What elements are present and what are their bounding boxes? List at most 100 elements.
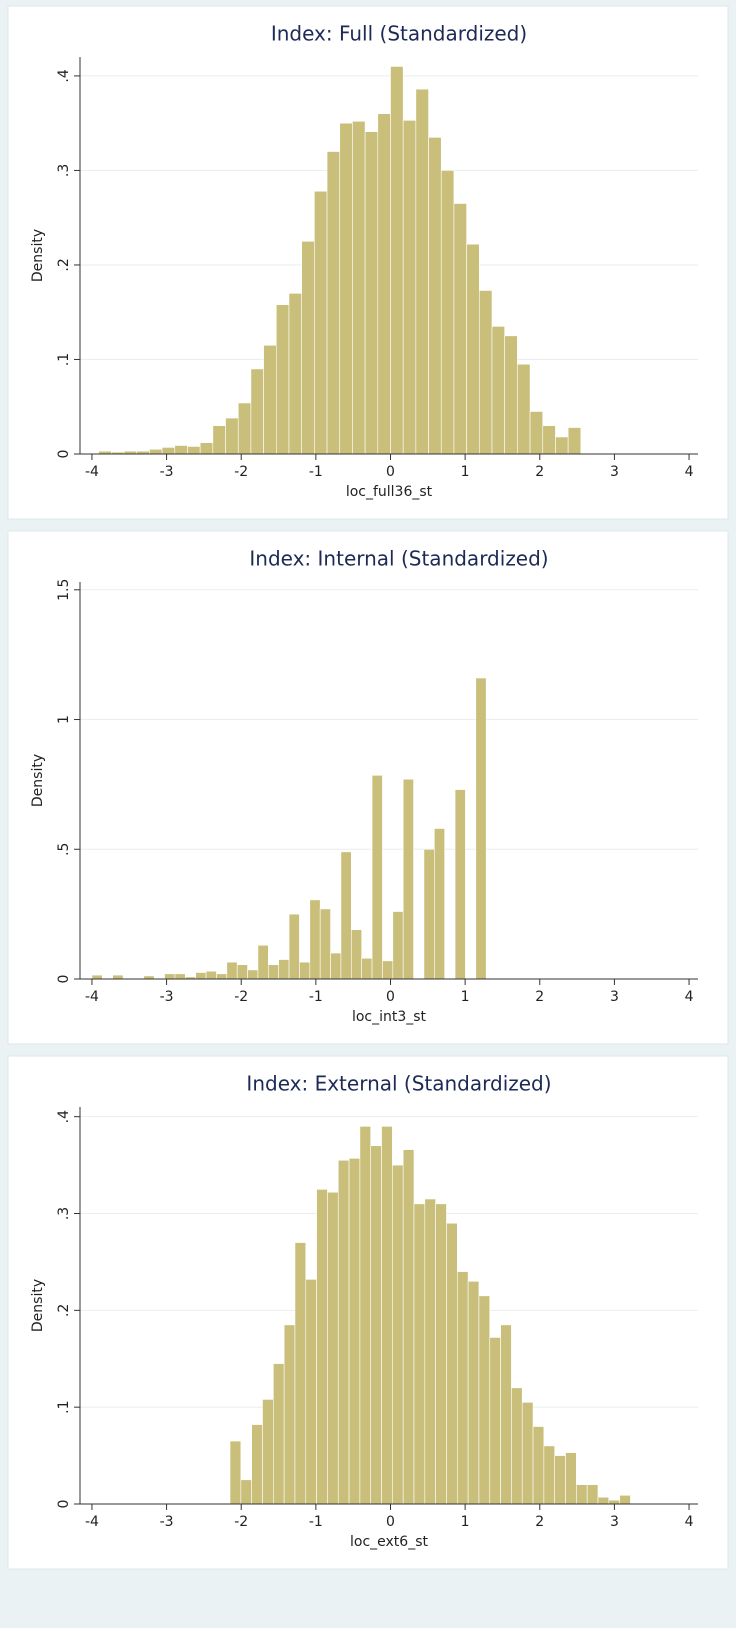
bar [424, 1198, 436, 1505]
bar [283, 1324, 296, 1505]
bar [257, 944, 269, 980]
bar [500, 1324, 512, 1505]
bar [149, 448, 163, 455]
chart-panel: Index: Internal (Standardized) 0 .5 1 1.5 -4 -… [7, 530, 729, 1045]
bar [309, 899, 321, 980]
x-tick-label: 3 [610, 464, 619, 480]
bar [212, 425, 226, 455]
bar [288, 913, 300, 980]
bar [195, 972, 207, 980]
chart-panel: Index: External (Standardized) 0 .1 .2 .3 .4 -… [7, 1055, 729, 1570]
bar [440, 170, 455, 455]
bar [361, 957, 373, 980]
x-tick-label: 2 [535, 464, 544, 480]
x-tick-label: 2 [535, 989, 544, 1005]
bar [415, 88, 429, 455]
bar [597, 1496, 610, 1505]
bar [467, 1280, 480, 1505]
y-tick-label: 0 [56, 1500, 72, 1509]
bar [161, 447, 176, 455]
bar [91, 974, 103, 980]
y-axis-label: Density [30, 229, 46, 282]
chart-title: Index: External (Standardized) [246, 1072, 551, 1096]
bar [453, 203, 467, 455]
y-tick-label: 1 [56, 715, 72, 724]
y-tick-label: .2 [56, 258, 72, 271]
x-tick-label: 0 [386, 464, 395, 480]
x-tick-label: -2 [234, 1514, 248, 1530]
bar [351, 929, 362, 980]
bar [434, 828, 445, 980]
bar [567, 427, 582, 455]
bar [479, 290, 493, 455]
bar [340, 851, 352, 980]
bar [576, 1484, 588, 1505]
bar [435, 1203, 447, 1505]
bar [268, 964, 279, 980]
bar [348, 1158, 361, 1505]
x-tick-label: 1 [461, 1514, 470, 1530]
bar [187, 446, 201, 455]
bar [364, 131, 379, 455]
bar [377, 113, 391, 455]
bar [216, 973, 228, 980]
chart-title: Index: Internal (Standardized) [249, 547, 548, 571]
y-tick-label: 0 [56, 450, 72, 459]
y-tick-label: 1.5 [56, 579, 72, 601]
bar [370, 1145, 382, 1505]
y-tick-label: .3 [56, 1207, 72, 1220]
x-tick-label: -1 [309, 989, 323, 1005]
bar [382, 960, 394, 980]
bar [521, 1402, 534, 1505]
bar [517, 363, 531, 455]
bar [236, 964, 248, 980]
x-axis-label: loc_full36_st [346, 484, 433, 500]
bar [275, 304, 290, 455]
x-tick-label: -4 [85, 1514, 99, 1530]
bar [381, 1126, 393, 1505]
bar [237, 402, 252, 455]
bar [478, 1295, 491, 1505]
x-tick-label: 4 [685, 989, 694, 1005]
y-tick-label: .4 [56, 69, 72, 82]
bar [352, 120, 366, 455]
bar [402, 120, 417, 455]
y-tick-label: .4 [56, 1110, 72, 1123]
bar [413, 1203, 426, 1505]
bar [205, 970, 217, 980]
x-tick-label: 1 [461, 989, 470, 1005]
bar [229, 1440, 242, 1505]
bar [390, 66, 404, 455]
bar [392, 1164, 404, 1505]
bar [371, 775, 383, 980]
y-axis-label: Density [30, 754, 46, 807]
x-tick-label: -2 [234, 989, 248, 1005]
x-tick-label: 4 [685, 464, 694, 480]
bar [251, 1424, 263, 1505]
bar [262, 1399, 274, 1505]
chart-panel: Index: Full (Standardized) 0 .1 .2 .3 .4 -4 -3 -… [7, 5, 729, 520]
bar [423, 848, 435, 980]
x-tick-label: 4 [685, 1514, 694, 1530]
bar [565, 1452, 577, 1505]
bar [301, 241, 315, 455]
y-tick-label: .2 [56, 1304, 72, 1317]
bar [339, 122, 353, 455]
x-tick-label: -2 [234, 464, 248, 480]
x-tick-label: -3 [160, 1514, 174, 1530]
bar [446, 1222, 458, 1505]
bar [327, 1191, 339, 1505]
bar [288, 293, 302, 455]
bar [226, 961, 238, 980]
bar [466, 243, 480, 455]
y-tick-label: .1 [56, 353, 72, 366]
x-tick-label: -3 [160, 464, 174, 480]
bar [247, 969, 259, 980]
bar [319, 908, 331, 980]
x-tick-label: -1 [309, 1514, 323, 1530]
bar [225, 417, 239, 455]
bar [250, 368, 264, 455]
bar [555, 436, 569, 455]
bar [326, 151, 341, 455]
